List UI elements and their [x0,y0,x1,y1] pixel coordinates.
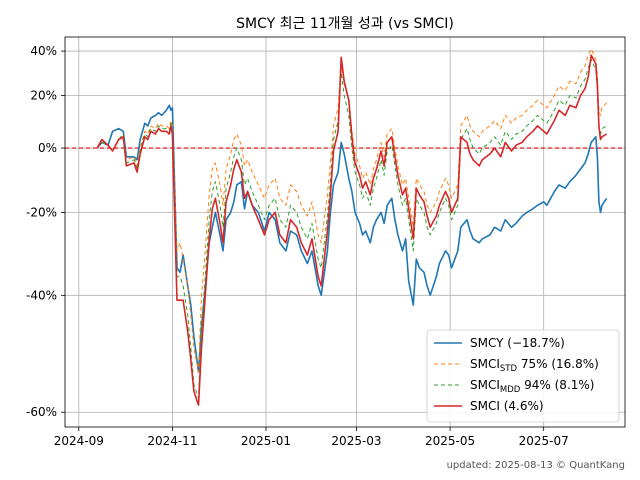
series-line-smci-mdd-94- [96,58,607,399]
plot-frame [64,36,626,428]
y-tick-label: -20% [26,205,57,219]
x-tick-label: 2025-01 [241,434,291,448]
y-tick-label: 20% [30,89,57,103]
legend-label: SMCY (−18.7%) [470,336,565,350]
legend-label: SMCIMDD 94% (8.1%) [470,378,594,395]
x-tick-label: 2025-05 [425,434,475,448]
legend: SMCY (−18.7%) SMCISTD 75% (16.8%) SMCIMDD … [426,329,620,423]
y-tick-label: 0% [38,141,57,155]
y-tick-label: -40% [26,288,57,302]
legend-box [426,329,620,423]
series-layer [96,48,608,406]
x-tick-label: 2024-11 [147,434,197,448]
x-tick-label: 2024-09 [54,434,104,448]
y-tick-label: 40% [30,44,57,58]
legend-label: SMCI (4.6%) [470,399,544,413]
series-line-smci [96,54,608,406]
grid [65,37,625,427]
chart-title: SMCY 최근 11개월 성과 (vs SMCI) [236,16,454,32]
legend-label: SMCISTD 75% (16.8%) [470,357,599,374]
y-tick-label: -60% [26,405,57,419]
x-tick-label: 2025-07 [519,434,569,448]
axes: 2024-09 2024-11 2025-01 2025-03 2025-05 2025-… [26,36,626,448]
x-tick-label: 2025-03 [331,434,381,448]
series-line-smcy [96,104,608,373]
series-line-smci-std-75- [96,48,607,373]
footer-credit: updated: 2025-08-13 © QuantKang [447,460,625,471]
